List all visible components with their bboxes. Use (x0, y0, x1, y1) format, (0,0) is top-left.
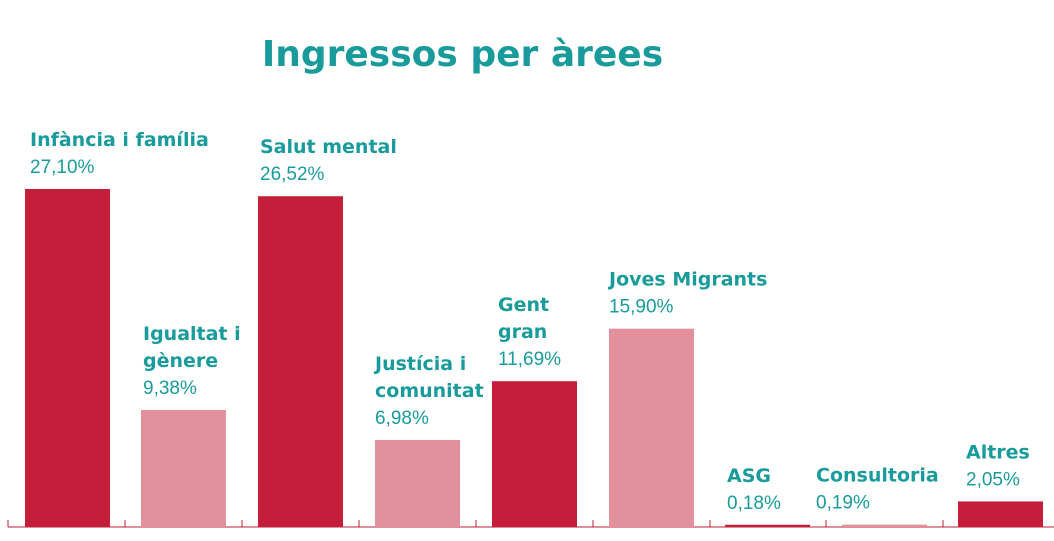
value-label: 11,69% (498, 349, 561, 370)
category-label: Infància i família (30, 129, 209, 151)
bars (25, 189, 1043, 527)
bar-asg (725, 524, 810, 527)
category-label: Igualtat i (143, 323, 241, 345)
value-label: 9,38% (143, 378, 197, 399)
chart-title: Ingressos per àrees (261, 34, 664, 75)
value-label: 26,52% (260, 164, 325, 185)
value-label: 6,98% (375, 408, 429, 429)
category-label: Joves Migrants (607, 269, 767, 291)
category-label: gran (498, 321, 547, 343)
category-label: gènere (143, 350, 218, 372)
value-label: 0,19% (816, 493, 870, 514)
category-label: comunitat (375, 380, 484, 402)
category-label: Salut mental (260, 136, 397, 158)
x-axis-ticks (7, 520, 944, 527)
value-label: 27,10% (30, 157, 95, 178)
bar-igualtat-i-genere (141, 410, 226, 527)
value-label: 0,18% (727, 493, 781, 514)
bar-altres (958, 501, 1043, 527)
bar-gent-gran (492, 381, 577, 527)
bar-salut-mental (258, 196, 343, 527)
category-label: ASG (727, 465, 771, 487)
value-label: 15,90% (609, 297, 674, 318)
bar-infancia-i-familia (25, 189, 110, 527)
value-label: 2,05% (966, 469, 1020, 490)
category-label: Consultoria (816, 465, 939, 487)
labels: 27,10% Infància i família 9,38% Igualtat i g… (30, 129, 1030, 514)
bar-consultoria (842, 524, 927, 527)
bar-justicia-i-comunitat (375, 439, 460, 527)
category-label: Gent (498, 294, 549, 316)
category-label: Justícia i (373, 353, 466, 375)
category-label: Altres (966, 441, 1030, 463)
bar-joves-migrants (609, 328, 694, 527)
